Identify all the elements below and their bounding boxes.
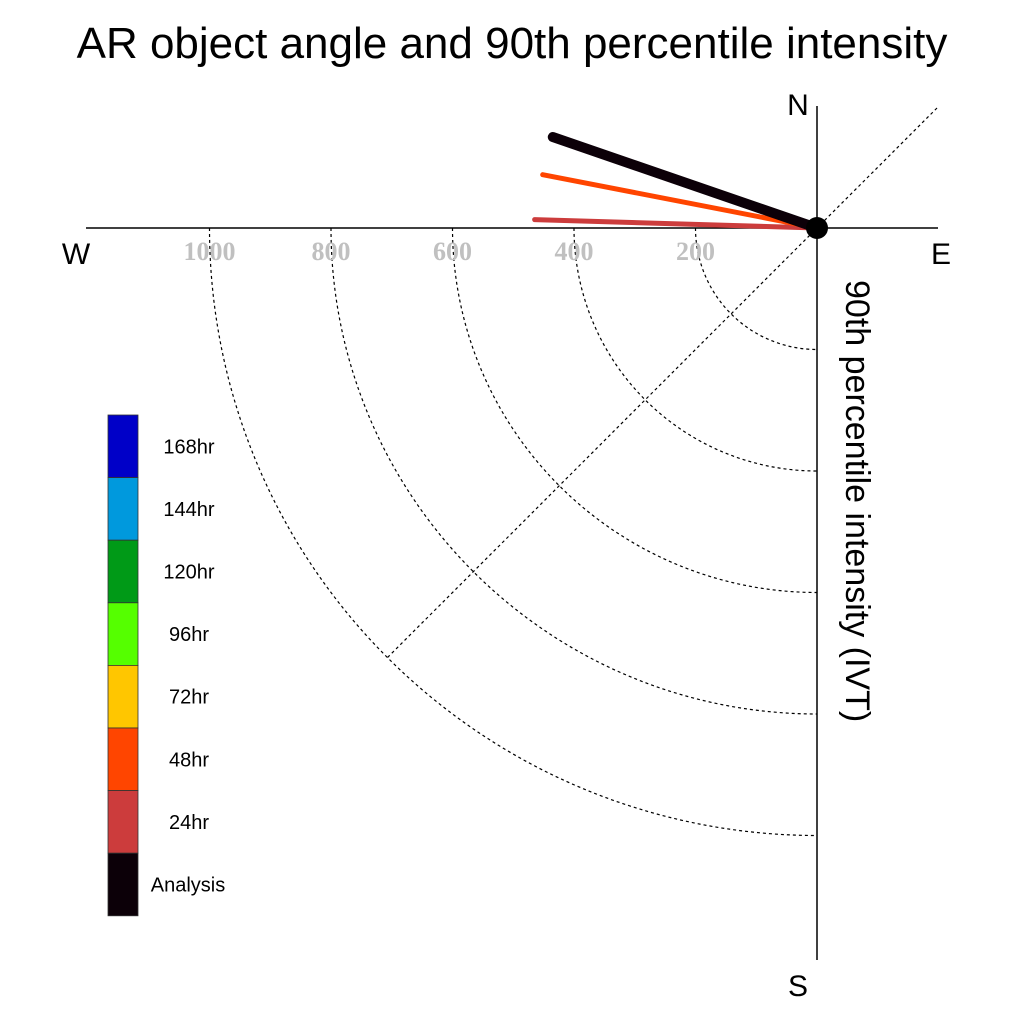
origin-marker <box>806 217 828 239</box>
radial-tick-label: 800 <box>312 237 351 266</box>
series-line-48hr <box>540 172 820 231</box>
grid-arc-1000 <box>208 227 818 837</box>
legend-swatch <box>107 477 139 541</box>
legend: 168hr 144hr 120hr 96hr 72hr 48hr 24hr Analysis <box>107 414 225 917</box>
legend-label: 72hr <box>169 687 209 709</box>
grid-arc-400 <box>573 227 818 472</box>
series-line-24hr <box>532 217 820 231</box>
series-layer <box>532 132 822 233</box>
compass-south: S <box>788 970 808 1003</box>
legend-swatch <box>107 790 139 854</box>
radial-tick-label: 1000 <box>184 237 236 266</box>
grid-arc-800 <box>330 227 818 715</box>
legend-label: 144hr <box>163 499 214 521</box>
radial-tick-label: 600 <box>433 237 472 266</box>
legend-swatch <box>107 665 139 729</box>
legend-swatch <box>107 539 139 604</box>
legend-swatch <box>107 727 139 791</box>
legend-swatch <box>107 414 139 478</box>
chart-title: AR object angle and 90th percentile inte… <box>77 19 948 68</box>
radial-tick-label: 200 <box>676 237 715 266</box>
grid-arc-200 <box>694 227 818 351</box>
series-line-analysis <box>547 132 822 233</box>
compass-west: W <box>62 238 91 271</box>
grid-layer <box>208 107 938 837</box>
legend-swatch <box>107 852 139 917</box>
legend-swatch <box>107 602 139 666</box>
legend-label: 168hr <box>163 436 214 458</box>
compass-east: E <box>931 238 951 271</box>
legend-label: 24hr <box>169 812 209 834</box>
legend-label: 96hr <box>169 624 209 646</box>
radial-tick-labels: 200 400 600 800 1000 <box>184 237 716 266</box>
legend-label: 120hr <box>163 562 214 584</box>
y-axis-label: 90th percentile intensity (IVT) <box>838 280 876 722</box>
legend-label: Analysis <box>151 875 225 897</box>
compass-north: N <box>787 89 809 122</box>
radial-tick-label: 400 <box>555 237 594 266</box>
legend-label: 48hr <box>169 749 209 771</box>
grid-arc-600 <box>451 227 818 594</box>
